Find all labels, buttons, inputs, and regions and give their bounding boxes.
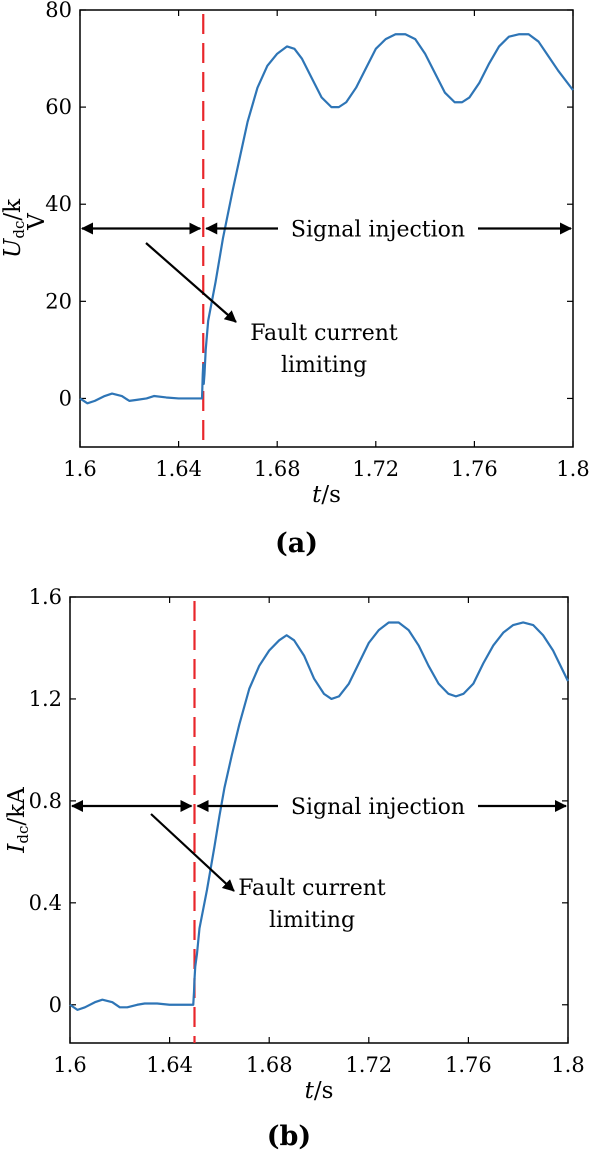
plot-frame (69, 596, 569, 1044)
y-tick-label: 0.8 (29, 789, 62, 813)
x-tick-label: 1.64 (146, 1053, 193, 1077)
y-tick-label: 0.4 (29, 891, 62, 915)
y-axis-title: Idc/kA (4, 787, 32, 854)
y-axis-title-line2: V (24, 213, 50, 231)
y-tick-label: 80 (45, 0, 72, 22)
panel-label: (a) (275, 528, 318, 559)
x-axis-title-var: t (305, 1078, 315, 1104)
y-axis-title: Udc/k (0, 198, 28, 258)
chart-panel-a: 1.6 1.64 1.68 1.72 1.76 1.8 0 20 40 60 80 t/s Udc/kV… (0, 0, 590, 559)
fault-current-label-line2: limiting (281, 353, 367, 378)
fault-current-arrow (145, 242, 237, 323)
y-tick-label: 20 (45, 289, 72, 313)
y-axis-title-subscript: dc (10, 221, 28, 239)
y-tick-label: 1.2 (29, 687, 62, 711)
y-tick-label: 0 (59, 386, 72, 410)
y-tick-label: 0 (49, 993, 62, 1017)
x-tick-label: 1.72 (345, 1053, 392, 1077)
x-tick-label: 1.6 (53, 1053, 86, 1077)
y-axis-title-var: I (4, 843, 30, 854)
x-axis-title: t/s (312, 482, 341, 508)
x-axis-title-unit: /s (321, 482, 341, 508)
x-tick-label: 1.76 (451, 457, 498, 481)
x-tick-label: 1.64 (155, 457, 202, 481)
signal-injection-label-bg (278, 210, 478, 245)
y-tick-label: 60 (45, 95, 72, 119)
fault-current-arrow (150, 813, 235, 892)
signal-injection-label: Signal injection (291, 795, 465, 820)
y-tick-label: 1.6 (29, 585, 62, 609)
fault-current-label-line1: Fault current (238, 876, 386, 901)
panel-label: (b) (267, 1121, 311, 1152)
x-tick-label: 1.68 (246, 1053, 293, 1077)
y-axis-title-unit: /kA (4, 787, 30, 826)
x-axis-title-var: t (312, 482, 322, 508)
x-axis-title-unit: /s (314, 1078, 334, 1104)
series-line-0 (69, 621, 569, 1011)
x-tick-label: 1.6 (63, 457, 96, 481)
x-tick-label: 1.76 (445, 1053, 492, 1077)
signal-injection-label: Signal injection (291, 218, 465, 243)
signal-injection-label-bg (278, 787, 478, 822)
x-tick-label: 1.8 (551, 1053, 584, 1077)
x-axis-title: t/s (305, 1078, 334, 1104)
fault-current-label-line1: Fault current (250, 321, 398, 346)
y-tick-label: 40 (45, 192, 72, 216)
x-tick-label: 1.68 (254, 457, 301, 481)
fault-current-label-line2: limiting (269, 908, 355, 933)
plot-frame (79, 9, 574, 448)
series-line-0 (79, 33, 574, 405)
chart-panel-b: 1.6 1.64 1.68 1.72 1.76 1.8 0 0.4 0.8 1.2 1.6 t/s Id… (4, 585, 585, 1152)
x-tick-label: 1.8 (556, 457, 589, 481)
y-axis-title-var: U (0, 237, 26, 258)
y-axis-title-subscript: dc (14, 826, 32, 844)
y-axis-title-unit: /k (0, 198, 26, 221)
x-tick-label: 1.72 (352, 457, 399, 481)
